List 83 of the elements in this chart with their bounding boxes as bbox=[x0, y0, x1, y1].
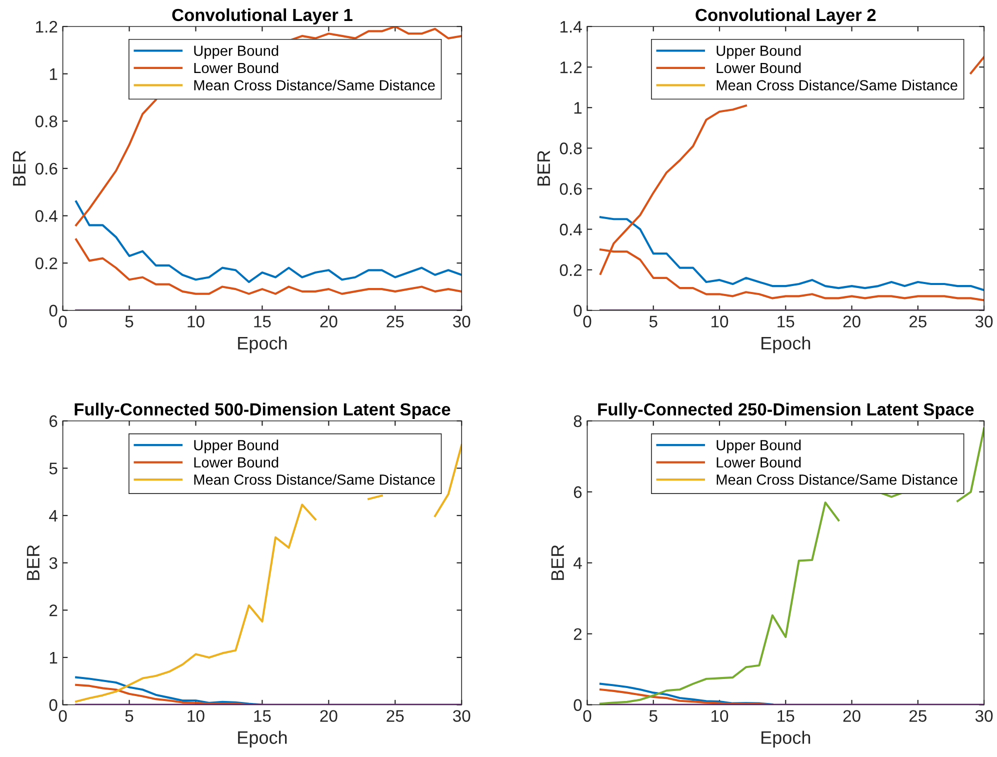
legend-label: Mean Cross Distance/Same Distance bbox=[716, 80, 958, 90]
y-tick-label: 6 bbox=[574, 486, 582, 498]
x-tick-label: 15 bbox=[254, 316, 271, 328]
legend-label: Mean Cross Distance/Same Distance bbox=[194, 80, 435, 90]
x-tick-label: 10 bbox=[712, 316, 728, 328]
x-tick-label: 0 bbox=[583, 316, 592, 328]
y-axis-title: BER bbox=[13, 150, 26, 186]
y-tick-label: 0.4 bbox=[560, 224, 582, 236]
x-tick-label: 25 bbox=[909, 710, 926, 722]
x-tick-label: 20 bbox=[320, 710, 338, 722]
x-axis-title: Epoch bbox=[762, 730, 810, 748]
legend-label: Upper Bound bbox=[194, 45, 278, 59]
y-tick-label: 0 bbox=[49, 699, 58, 711]
legend-label: Upper Bound bbox=[194, 440, 278, 454]
chart-title: Convolutional Layer 2 bbox=[696, 8, 876, 25]
y-tick-label: 0.4 bbox=[35, 210, 58, 222]
x-tick-label: 30 bbox=[452, 316, 470, 328]
x-tick-label: 25 bbox=[386, 710, 404, 722]
x-tick-label: 15 bbox=[254, 710, 271, 722]
x-tick-label: 20 bbox=[843, 316, 860, 328]
y-tick-label: 0 bbox=[574, 699, 582, 711]
chart-title: Fully-Connected 500-Dimension Latent Space bbox=[74, 402, 450, 419]
y-tick-label: 2 bbox=[50, 604, 58, 616]
y-tick-label: 4 bbox=[49, 510, 58, 522]
legend-label: Mean Cross Distance/Same Distance bbox=[194, 474, 435, 485]
x-tick-label: 30 bbox=[975, 316, 993, 328]
y-axis-title: BER bbox=[537, 150, 550, 186]
x-tick-label: 15 bbox=[778, 316, 794, 328]
y-tick-label: 1 bbox=[50, 68, 58, 80]
x-tick-label: 5 bbox=[125, 710, 134, 722]
x-tick-label: 10 bbox=[188, 316, 204, 328]
x-tick-label: 30 bbox=[452, 710, 470, 722]
y-tick-label: 6 bbox=[50, 415, 58, 428]
x-axis-title: Epoch bbox=[762, 336, 810, 354]
legend-label: Lower Bound bbox=[716, 62, 801, 74]
y-tick-label: 0.2 bbox=[560, 264, 582, 276]
legend-label: Lower Bound bbox=[194, 456, 278, 468]
x-tick-label: 25 bbox=[386, 316, 404, 328]
y-tick-label: 0.8 bbox=[35, 116, 58, 128]
x-tick-label: 5 bbox=[649, 316, 658, 328]
y-tick-label: 1.2 bbox=[36, 20, 58, 33]
x-tick-label: 5 bbox=[649, 710, 658, 722]
y-tick-label: 1 bbox=[574, 102, 582, 114]
x-tick-label: 0 bbox=[583, 710, 592, 722]
chart-title: Convolutional Layer 1 bbox=[172, 8, 352, 25]
y-tick-label: 0.6 bbox=[560, 183, 582, 195]
y-axis-title: BER bbox=[551, 545, 564, 580]
chart-title: Fully-Connected 250-Dimension Latent Space bbox=[598, 402, 974, 419]
x-tick-label: 10 bbox=[188, 710, 204, 722]
y-tick-label: 0 bbox=[49, 304, 58, 317]
y-tick-label: 1.4 bbox=[560, 21, 582, 33]
y-tick-label: 5 bbox=[49, 462, 58, 474]
x-tick-label: 0 bbox=[58, 316, 67, 328]
y-tick-label: 8 bbox=[574, 415, 582, 428]
x-tick-label: 20 bbox=[843, 710, 860, 722]
y-tick-label: 3 bbox=[49, 557, 58, 570]
x-tick-label: 0 bbox=[58, 710, 67, 722]
y-axis-title: BER bbox=[26, 545, 40, 580]
line-series bbox=[599, 216, 984, 292]
x-tick-label: 25 bbox=[909, 316, 926, 328]
x-axis-title: Epoch bbox=[238, 336, 287, 354]
x-axis-title: Epoch bbox=[238, 730, 287, 748]
line-series bbox=[75, 200, 462, 284]
y-tick-label: 0 bbox=[574, 304, 582, 317]
x-tick-label: 5 bbox=[125, 316, 134, 328]
y-tick-label: 2 bbox=[574, 628, 582, 640]
legend-label: Lower Bound bbox=[194, 62, 278, 74]
line-series bbox=[599, 682, 774, 705]
x-tick-label: 20 bbox=[320, 316, 338, 328]
y-tick-label: 0.2 bbox=[35, 257, 58, 270]
y-tick-label: 4 bbox=[573, 557, 582, 569]
y-tick-label: 0.8 bbox=[560, 142, 582, 154]
y-tick-label: 0.6 bbox=[35, 162, 58, 175]
legend-label: Upper Bound bbox=[716, 45, 801, 59]
x-tick-label: 30 bbox=[975, 710, 993, 722]
line-series bbox=[75, 238, 462, 295]
y-tick-label: 1 bbox=[50, 652, 58, 664]
x-tick-label: 10 bbox=[712, 710, 728, 722]
legend-label: Upper Bound bbox=[716, 440, 801, 454]
legend-label: Lower Bound bbox=[716, 456, 801, 468]
y-tick-label: 1.2 bbox=[560, 61, 582, 74]
x-tick-label: 15 bbox=[778, 710, 794, 722]
legend-label: Mean Cross Distance/Same Distance bbox=[716, 474, 958, 485]
